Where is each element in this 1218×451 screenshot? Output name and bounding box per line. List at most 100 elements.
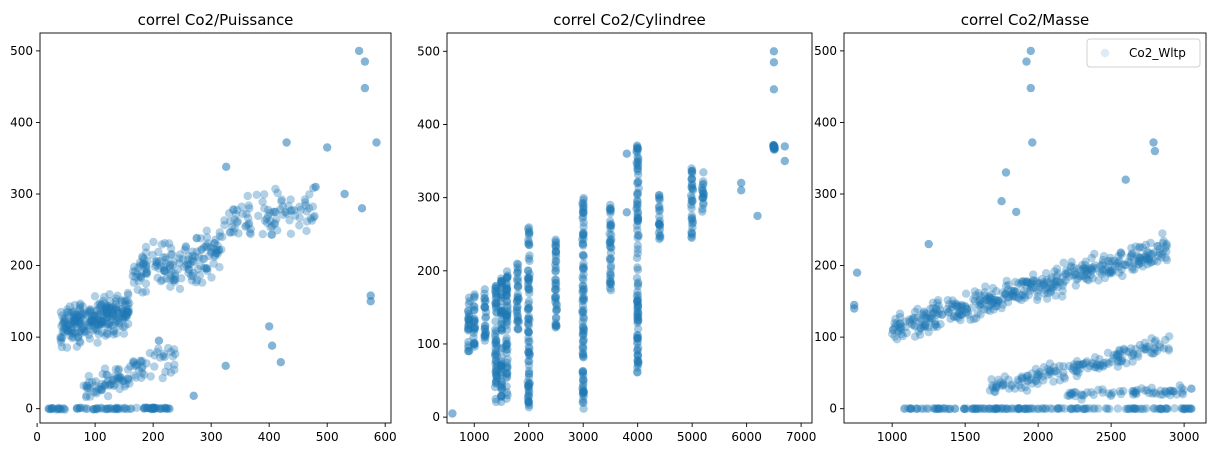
scatter-point: [84, 371, 94, 381]
scatter-point: [501, 345, 511, 354]
scatter-point: [1161, 253, 1171, 262]
scatter-point: [1098, 385, 1107, 394]
scatter-point: [1128, 390, 1138, 399]
scatter-point: [1177, 383, 1186, 393]
scatter-point: [185, 265, 194, 274]
scatter-point: [105, 290, 114, 299]
scatter-point: [75, 403, 85, 413]
scatter-point: [525, 251, 534, 260]
scatter-point: [512, 296, 522, 306]
scatter-point: [102, 306, 112, 315]
scatter-point: [957, 302, 966, 311]
scatter-point: [938, 310, 947, 319]
scatter-point: [271, 207, 281, 217]
scatter-point: [1106, 267, 1115, 277]
scatter-point: [131, 360, 141, 370]
scatter-point: [93, 326, 102, 335]
scatter-point: [101, 304, 111, 313]
scatter-point: [992, 296, 1001, 305]
scatter-point: [57, 342, 66, 352]
scatter-point: [217, 245, 226, 254]
scatter-point: [1151, 336, 1160, 345]
scatter-point: [1179, 405, 1188, 414]
scatter-point: [258, 197, 267, 206]
scatter-point: [72, 342, 82, 351]
scatter-point: [512, 305, 522, 315]
scatter-point: [74, 333, 83, 342]
scatter-point: [698, 180, 707, 189]
scatter-point: [525, 240, 534, 250]
scatter-point: [114, 372, 123, 381]
scatter-point: [984, 404, 993, 413]
scatter-point: [123, 296, 132, 305]
scatter-point: [503, 308, 512, 317]
scatter-point: [1015, 404, 1024, 413]
scatter-point: [115, 375, 125, 384]
scatter-point: [1075, 360, 1084, 369]
scatter-point: [960, 404, 969, 413]
scatter-point: [93, 320, 102, 329]
scatter-point: [497, 364, 506, 373]
scatter-point: [579, 252, 588, 261]
scatter-point: [90, 404, 99, 414]
scatter-point: [551, 282, 560, 291]
scatter-point: [277, 195, 286, 204]
scatter-point: [72, 404, 82, 413]
scatter-point: [166, 368, 176, 377]
scatter-point: [980, 305, 989, 314]
scatter-point: [1017, 372, 1026, 381]
scatter-point: [1038, 404, 1048, 413]
scatter-point: [896, 313, 905, 322]
scatter-point: [634, 231, 643, 240]
scatter-point: [551, 318, 560, 328]
scatter-point: [71, 328, 81, 338]
scatter-point: [69, 316, 79, 325]
scatter-point: [276, 205, 285, 214]
axes-frame: [843, 32, 1207, 424]
scatter-point: [150, 262, 160, 271]
scatter-point: [1116, 248, 1125, 257]
scatter-point: [688, 218, 698, 227]
scatter-point: [968, 404, 977, 413]
scatter-point: [156, 404, 165, 413]
scatter-point: [1105, 259, 1114, 268]
scatter-point: [633, 249, 642, 258]
scatter-point: [1107, 390, 1116, 399]
scatter-point: [469, 325, 478, 334]
scatter-point: [92, 306, 101, 315]
scatter-point: [525, 350, 534, 359]
scatter-point: [997, 404, 1006, 413]
scatter-point: [306, 214, 315, 223]
scatter-point: [633, 303, 643, 312]
scatter-point: [551, 249, 560, 259]
scatter-point: [193, 265, 203, 274]
scatter-point: [512, 297, 522, 306]
scatter-point: [1165, 386, 1175, 395]
scatter-point: [633, 334, 642, 343]
scatter-point: [1029, 404, 1039, 413]
scatter-point: [579, 387, 588, 396]
scatter-point: [1027, 404, 1037, 413]
scatter-point: [1043, 371, 1052, 380]
scatter-point: [1020, 404, 1030, 413]
y-tick-label: 200: [814, 259, 837, 273]
scatter-point: [502, 290, 511, 299]
scatter-point: [579, 231, 588, 240]
scatter-point: [464, 346, 473, 356]
scatter-point: [1071, 366, 1081, 376]
scatter-point: [894, 326, 904, 336]
scatter-point: [90, 381, 100, 391]
scatter-point: [1083, 364, 1093, 373]
scatter-point: [1085, 404, 1094, 413]
scatter-point: [1119, 386, 1128, 396]
scatter-point: [490, 382, 500, 392]
scatter-point: [497, 289, 506, 299]
scatter-point: [138, 356, 147, 366]
scatter-point: [983, 295, 992, 305]
scatter-point: [161, 367, 170, 376]
scatter-point: [916, 323, 926, 332]
scatter-point: [87, 317, 96, 326]
scatter-point: [60, 323, 70, 332]
scatter-point: [119, 309, 128, 318]
scatter-point: [1011, 404, 1020, 413]
